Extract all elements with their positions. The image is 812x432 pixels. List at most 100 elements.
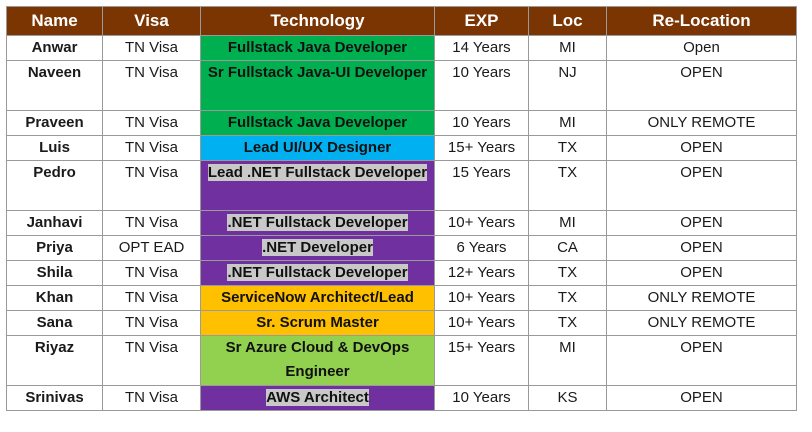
table-row: Sana TN Visa Sr. Scrum Master 10+ Years TX ON… xyxy=(6,310,797,336)
exp-cell: 10+ Years xyxy=(434,310,529,336)
visa-cell: TN Visa xyxy=(102,285,201,311)
name-cell: Naveen xyxy=(6,60,103,111)
relocation-cell: ONLY REMOTE xyxy=(606,110,797,136)
visa-cell: TN Visa xyxy=(102,385,201,411)
loc-cell: MI xyxy=(528,210,607,236)
loc-cell: KS xyxy=(528,385,607,411)
technology-label: Sr Azure Cloud & DevOps Engineer xyxy=(225,339,410,380)
relocation-cell: ONLY REMOTE xyxy=(606,310,797,336)
table-row: Praveen TN Visa Fullstack Java Developer 10… xyxy=(6,110,797,136)
table-row: Luis TN Visa Lead UI/UX Designer 15+ Years T… xyxy=(6,135,797,161)
table-row: Riyaz TN Visa Sr Azure Cloud & DevOps Engi… xyxy=(6,335,797,386)
loc-cell: NJ xyxy=(528,60,607,111)
technology-cell: Sr Fullstack Java-UI Developer xyxy=(200,60,435,111)
technology-cell: Lead .NET Fullstack Developer xyxy=(200,160,435,211)
loc-cell: TX xyxy=(528,135,607,161)
loc-cell: TX xyxy=(528,285,607,311)
name-cell: Praveen xyxy=(6,110,103,136)
exp-cell: 15 Years xyxy=(434,160,529,211)
header-loc: Loc xyxy=(528,6,607,36)
technology-cell: .NET Developer xyxy=(200,235,435,261)
table-row: Naveen TN Visa Sr Fullstack Java-UI Develo… xyxy=(6,60,797,111)
name-cell: Anwar xyxy=(6,35,103,61)
visa-cell: OPT EAD xyxy=(102,235,201,261)
technology-cell: ServiceNow Architect/Lead xyxy=(200,285,435,311)
name-cell: Srinivas xyxy=(6,385,103,411)
relocation-cell: OPEN xyxy=(606,235,797,261)
relocation-cell: OPEN xyxy=(606,160,797,211)
relocation-cell: Open xyxy=(606,35,797,61)
table-row: Khan TN Visa ServiceNow Architect/Lead 10+ … xyxy=(6,285,797,311)
relocation-cell: OPEN xyxy=(606,385,797,411)
loc-cell: TX xyxy=(528,310,607,336)
relocation-cell: OPEN xyxy=(606,60,797,111)
exp-cell: 10+ Years xyxy=(434,210,529,236)
header-name: Name xyxy=(6,6,103,36)
technology-label: .NET Developer xyxy=(262,239,373,256)
technology-cell: AWS Architect xyxy=(200,385,435,411)
header-technology: Technology xyxy=(200,6,435,36)
technology-cell: Fullstack Java Developer xyxy=(200,110,435,136)
visa-cell: TN Visa xyxy=(102,35,201,61)
technology-label: .NET Fullstack Developer xyxy=(227,264,408,281)
relocation-cell: OPEN xyxy=(606,135,797,161)
table-row: Shila TN Visa .NET Fullstack Developer 12+ … xyxy=(6,260,797,286)
technology-cell: Sr. Scrum Master xyxy=(200,310,435,336)
exp-cell: 10 Years xyxy=(434,385,529,411)
technology-label: AWS Architect xyxy=(266,389,369,406)
name-cell: Riyaz xyxy=(6,335,103,386)
technology-cell: Sr Azure Cloud & DevOps Engineer xyxy=(200,335,435,386)
candidate-table: Name Visa Technology EXP Loc Re-Location… xyxy=(6,6,797,411)
loc-cell: MI xyxy=(528,35,607,61)
relocation-cell: OPEN xyxy=(606,335,797,386)
table-body: Anwar TN Visa Fullstack Java Developer 14 Y… xyxy=(6,35,797,411)
technology-label: ServiceNow Architect/Lead xyxy=(221,289,414,306)
loc-cell: MI xyxy=(528,335,607,386)
technology-label: Fullstack Java Developer xyxy=(227,114,408,131)
loc-cell: TX xyxy=(528,160,607,211)
table-row: Pedro TN Visa Lead .NET Fullstack Develope… xyxy=(6,160,797,211)
name-cell: Sana xyxy=(6,310,103,336)
relocation-cell: ONLY REMOTE xyxy=(606,285,797,311)
relocation-cell: OPEN xyxy=(606,210,797,236)
exp-cell: 12+ Years xyxy=(434,260,529,286)
name-cell: Priya xyxy=(6,235,103,261)
table-row: Janhavi TN Visa .NET Fullstack Developer 10… xyxy=(6,210,797,236)
technology-cell: Fullstack Java Developer xyxy=(200,35,435,61)
technology-label: Lead .NET Fullstack Developer xyxy=(207,164,428,181)
exp-cell: 15+ Years xyxy=(434,135,529,161)
visa-cell: TN Visa xyxy=(102,210,201,236)
technology-label: Sr. Scrum Master xyxy=(256,314,379,331)
technology-cell: .NET Fullstack Developer xyxy=(200,260,435,286)
visa-cell: TN Visa xyxy=(102,135,201,161)
name-cell: Khan xyxy=(6,285,103,311)
visa-cell: TN Visa xyxy=(102,260,201,286)
visa-cell: TN Visa xyxy=(102,310,201,336)
technology-cell: Lead UI/UX Designer xyxy=(200,135,435,161)
technology-label: .NET Fullstack Developer xyxy=(227,214,408,231)
visa-cell: TN Visa xyxy=(102,335,201,386)
technology-label: Lead UI/UX Designer xyxy=(243,139,392,156)
exp-cell: 10 Years xyxy=(434,110,529,136)
name-cell: Shila xyxy=(6,260,103,286)
name-cell: Pedro xyxy=(6,160,103,211)
exp-cell: 14 Years xyxy=(434,35,529,61)
header-exp: EXP xyxy=(434,6,529,36)
header-visa: Visa xyxy=(102,6,201,36)
exp-cell: 10 Years xyxy=(434,60,529,111)
visa-cell: TN Visa xyxy=(102,60,201,111)
loc-cell: MI xyxy=(528,110,607,136)
name-cell: Luis xyxy=(6,135,103,161)
relocation-cell: OPEN xyxy=(606,260,797,286)
visa-cell: TN Visa xyxy=(102,160,201,211)
candidate-table-container: Name Visa Technology EXP Loc Re-Location… xyxy=(6,6,797,411)
technology-label: Sr Fullstack Java-UI Developer xyxy=(207,64,428,81)
loc-cell: CA xyxy=(528,235,607,261)
header-row: Name Visa Technology EXP Loc Re-Location xyxy=(6,6,797,36)
header-relocation: Re-Location xyxy=(606,6,797,36)
table-row: Anwar TN Visa Fullstack Java Developer 14 Y… xyxy=(6,35,797,61)
table-row: Priya OPT EAD .NET Developer 6 Years CA OPEN xyxy=(6,235,797,261)
table-row: Srinivas TN Visa AWS Architect 10 Years KS OP… xyxy=(6,385,797,411)
technology-label: Fullstack Java Developer xyxy=(227,39,408,56)
exp-cell: 6 Years xyxy=(434,235,529,261)
